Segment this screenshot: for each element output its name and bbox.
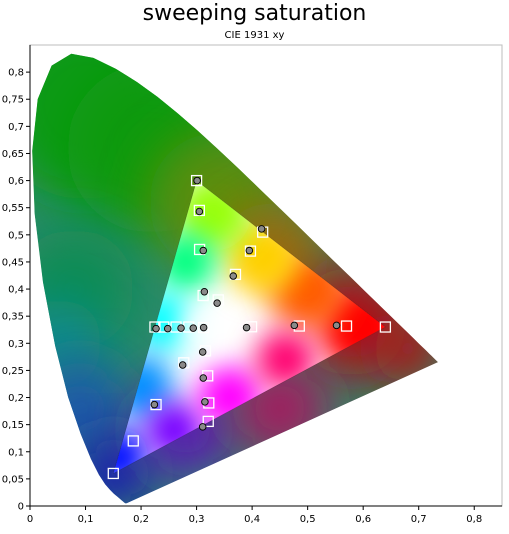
target-circle-marker <box>177 324 185 332</box>
y-tick-label: 0,35 <box>2 312 24 323</box>
target-circle-marker <box>290 321 299 330</box>
x-tick-label: 0,2 <box>133 514 149 525</box>
y-tick-label: 0,05 <box>2 474 24 485</box>
target-circle-marker <box>163 324 172 333</box>
y-tick-label: 0,3 <box>8 339 24 350</box>
measured-square-marker <box>202 415 214 428</box>
target-circle-marker <box>199 374 208 382</box>
x-tick-label: 0,3 <box>189 514 205 525</box>
x-tick-label: 0,6 <box>355 514 371 525</box>
y-tick-label: 0,6 <box>8 176 24 187</box>
measured-square-marker <box>244 245 257 257</box>
target-circle-marker <box>245 246 254 255</box>
y-tick-label: 0,8 <box>8 68 24 79</box>
target-circle-marker <box>332 321 341 330</box>
target-circle-marker <box>199 323 208 332</box>
target-circle-marker <box>242 323 251 332</box>
x-tick-label: 0,8 <box>466 514 482 525</box>
target-circle-marker <box>199 246 208 255</box>
target-circle-marker <box>178 361 187 369</box>
measured-square-marker <box>193 204 206 217</box>
target-circle-marker <box>198 423 207 431</box>
y-tick-label: 0,4 <box>8 285 24 296</box>
measured-square-marker <box>190 174 203 187</box>
x-tick-label: 0 <box>27 514 33 525</box>
measured-square-marker <box>340 320 353 332</box>
y-tick-label: 0,25 <box>2 366 24 377</box>
axes: 0 0,1 0,2 0,3 0,4 0,5 0,6 0,7 0,8 0 0,05 0,1 0,15 0,2… <box>2 45 502 525</box>
x-tick-label: 0,4 <box>244 514 260 525</box>
target-circle-marker <box>195 207 204 216</box>
y-tick-label: 0,55 <box>2 203 24 214</box>
target-circle-marker <box>198 348 207 356</box>
target-circle-marker <box>200 288 209 296</box>
x-tick-label: 0,5 <box>300 514 316 525</box>
target-circle-marker <box>201 398 209 406</box>
target-circle-marker <box>229 272 237 280</box>
y-tick-label: 0 <box>18 502 24 513</box>
target-circle-marker <box>193 176 201 185</box>
measured-square-marker <box>379 321 392 333</box>
target-circle-marker <box>189 324 198 332</box>
y-tick-label: 0,15 <box>2 420 24 431</box>
target-circle-marker <box>213 299 221 307</box>
markers <box>107 174 392 480</box>
y-tick-label: 0,2 <box>8 393 24 404</box>
target-circle-marker <box>152 324 160 333</box>
chart-title: sweeping saturation <box>142 1 367 26</box>
measured-square-marker <box>197 321 210 334</box>
y-tick-label: 0,1 <box>8 447 24 458</box>
y-tick-label: 0,7 <box>8 122 24 133</box>
y-tick-label: 0,65 <box>2 149 24 160</box>
measured-square-marker <box>127 435 139 447</box>
chart-subtitle: CIE 1931 xy <box>224 30 285 41</box>
measured-square-marker <box>107 467 119 480</box>
x-tick-label: 0,1 <box>78 514 94 525</box>
x-tick-label: 0,7 <box>411 514 427 525</box>
y-tick-label: 0,5 <box>8 230 24 241</box>
target-circle-marker <box>257 225 266 233</box>
y-tick-label: 0,75 <box>2 95 24 106</box>
y-tick-label: 0,45 <box>2 257 24 268</box>
target-circle-marker <box>150 400 159 409</box>
